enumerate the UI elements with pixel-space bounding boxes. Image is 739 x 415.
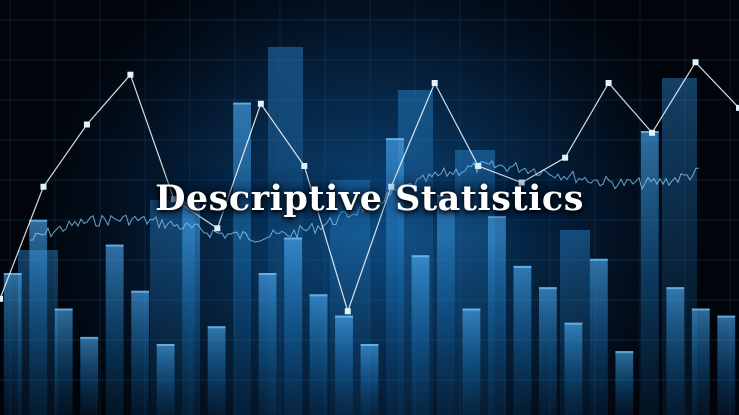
foreground-bar xyxy=(615,351,634,415)
foreground-bar xyxy=(29,219,48,415)
zigzag-marker xyxy=(649,129,656,136)
foreground-bar xyxy=(156,344,175,415)
bar-cap xyxy=(182,202,201,204)
zigzag-marker xyxy=(736,104,739,111)
zigzag-marker xyxy=(388,183,395,190)
foreground-bar xyxy=(54,308,73,415)
foreground-bar xyxy=(233,102,252,415)
zigzag-polyline xyxy=(0,61,739,314)
zigzag-marker xyxy=(344,308,351,315)
foreground-bar xyxy=(182,202,201,415)
bar-cap xyxy=(666,287,685,290)
zigzag-line xyxy=(0,59,739,315)
bar-cap xyxy=(487,216,506,219)
foreground-bar xyxy=(3,273,22,415)
bar-cap xyxy=(513,265,532,268)
zigzag-marker xyxy=(605,80,612,86)
bar-cap xyxy=(411,255,430,258)
zigzag-marker xyxy=(518,179,525,186)
zigzag-marker xyxy=(301,163,308,169)
bar-cap xyxy=(360,344,379,346)
foreground-bar xyxy=(437,194,455,415)
foreground-bar xyxy=(207,326,226,415)
bar-cap xyxy=(589,258,608,261)
zigzag-marker xyxy=(257,100,264,107)
bar-cap xyxy=(437,194,455,197)
foreground-bar xyxy=(411,255,430,415)
bar-cap xyxy=(156,344,175,346)
foreground-bar xyxy=(386,138,404,415)
bar-cap xyxy=(538,287,557,290)
foreground-bar xyxy=(462,308,481,415)
bar-cap xyxy=(131,290,150,293)
zigzag-marker xyxy=(475,163,482,169)
bar-cap xyxy=(105,244,124,247)
banner-title: Descriptive Statistics xyxy=(155,178,584,219)
foreground-bar xyxy=(80,336,99,415)
foreground-bar xyxy=(640,131,659,415)
bar-cap xyxy=(462,308,481,311)
zigzag-marker xyxy=(431,80,438,86)
zigzag-marker xyxy=(170,196,177,203)
bar-cap xyxy=(258,273,277,275)
foreground-bar xyxy=(538,287,557,415)
bar-cap xyxy=(386,138,404,141)
bar-cap xyxy=(564,322,583,325)
foreground-bar xyxy=(666,287,685,415)
foreground-bar xyxy=(717,315,736,415)
foreground-bar xyxy=(513,265,532,415)
foreground-bar xyxy=(564,322,583,415)
bar-cap xyxy=(691,308,710,311)
foreground-bar xyxy=(309,294,328,415)
bar-cap xyxy=(335,315,353,318)
foreground-bar xyxy=(360,344,379,415)
bar-cap xyxy=(207,326,226,329)
bar-cap xyxy=(309,294,328,297)
foreground-bar xyxy=(284,237,302,415)
foreground-bar xyxy=(105,244,124,415)
bar-cap xyxy=(615,351,634,354)
zigzag-marker xyxy=(40,183,47,190)
trend-polyline xyxy=(29,159,699,243)
bar-cap xyxy=(717,315,736,318)
foreground-bar xyxy=(335,315,353,415)
bar-cap xyxy=(54,308,73,311)
zigzag-marker xyxy=(83,121,90,128)
foreground-bar xyxy=(131,290,150,415)
zigzag-marker xyxy=(127,71,134,78)
foreground-bar xyxy=(487,216,506,415)
zigzag-marker xyxy=(562,154,569,161)
bar-cap xyxy=(29,219,48,222)
bar-cap xyxy=(80,336,99,339)
zigzag-marker xyxy=(0,295,3,302)
foreground-bar xyxy=(258,273,277,415)
foreground-bar xyxy=(589,258,608,415)
bar-cap xyxy=(3,273,22,275)
foreground-bar xyxy=(691,308,710,415)
zigzag-marker xyxy=(692,59,699,66)
zigzag-marker xyxy=(214,225,221,232)
bar-cap xyxy=(233,102,252,105)
trend-line xyxy=(29,159,699,243)
foreground-bars xyxy=(3,102,736,415)
bar-cap xyxy=(284,237,302,240)
